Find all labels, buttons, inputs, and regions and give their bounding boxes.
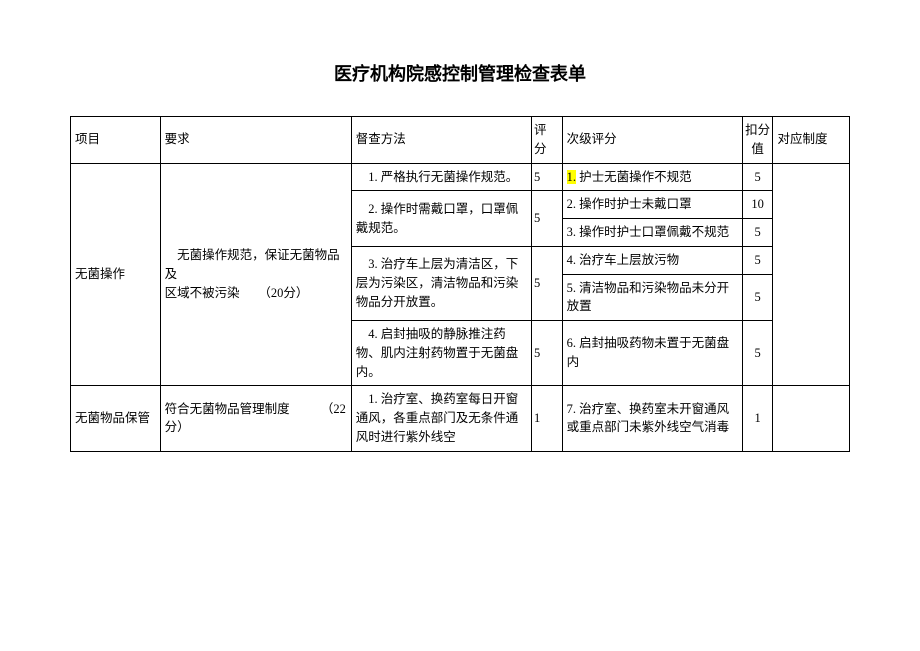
cell-method: 3. 治疗车上层为清洁区，下层为污染区，清洁物品和污染物品分开放置。	[351, 246, 531, 320]
cell-score: 1	[532, 386, 563, 451]
table-header-row: 项目 要求 督查方法 评分 次级评分 扣分值 对应制度	[71, 117, 850, 164]
table-row: 无菌操作 无菌操作规范，保证无菌物品及 区域不被污染 （20分） 1. 严格执行…	[71, 163, 850, 191]
cell-score: 5	[532, 246, 563, 320]
cell-system	[773, 163, 850, 386]
cell-subscore: 2. 操作时护士未戴口罩	[562, 191, 742, 219]
inspection-table: 项目 要求 督查方法 评分 次级评分 扣分值 对应制度 无菌操作 无菌操作规范，…	[70, 116, 850, 452]
cell-deduct: 5	[742, 274, 773, 321]
cell-method: 2. 操作时需戴口罩，口罩佩戴规范。	[351, 191, 531, 247]
header-project: 项目	[71, 117, 161, 164]
cell-requirement: 无菌操作规范，保证无菌物品及 区域不被污染 （20分）	[160, 163, 351, 386]
cell-subscore: 6. 启封抽吸药物未置于无菌盘内	[562, 321, 742, 386]
header-subscore: 次级评分	[562, 117, 742, 164]
header-score: 评分	[532, 117, 563, 164]
cell-project: 无菌物品保管	[71, 386, 161, 451]
document-page: 医疗机构院感控制管理检查表单 项目 要求 督查方法 评分 次级评分 扣分值 对应…	[0, 0, 920, 452]
cell-project: 无菌操作	[71, 163, 161, 386]
cell-method: 1. 严格执行无菌操作规范。	[351, 163, 531, 191]
cell-requirement: 符合无菌物品管理制度 （22分）	[160, 386, 351, 451]
cell-deduct: 5	[742, 246, 773, 274]
req-line2: 区域不被污染 （20分）	[165, 286, 309, 300]
cell-deduct: 5	[742, 219, 773, 247]
header-system: 对应制度	[773, 117, 850, 164]
cell-deduct: 1	[742, 386, 773, 451]
header-method: 督查方法	[351, 117, 531, 164]
document-title: 医疗机构院感控制管理检查表单	[70, 60, 850, 86]
sub-rest: 护士无菌操作不规范	[576, 170, 692, 184]
cell-system	[773, 386, 850, 451]
cell-subscore: 5. 清洁物品和污染物品未分开放置	[562, 274, 742, 321]
req-line1: 无菌操作规范，保证无菌物品及	[165, 248, 340, 281]
cell-method: 4. 启封抽吸的静脉推注药物、肌内注射药物置于无菌盘内。	[351, 321, 531, 386]
header-requirement: 要求	[160, 117, 351, 164]
header-deduct: 扣分值	[742, 117, 773, 164]
cell-subscore: 1. 护士无菌操作不规范	[562, 163, 742, 191]
cell-deduct: 5	[742, 321, 773, 386]
cell-subscore: 3. 操作时护士口罩佩戴不规范	[562, 219, 742, 247]
cell-score: 5	[532, 191, 563, 247]
highlight-text: 1.	[567, 170, 576, 184]
cell-subscore: 7. 治疗室、换药室未开窗通风或重点部门未紫外线空气消毒	[562, 386, 742, 451]
cell-method: 1. 治疗室、换药室每日开窗通风，各重点部门及无条件通风时进行紫外线空	[351, 386, 531, 451]
cell-score: 5	[532, 321, 563, 386]
cell-deduct: 5	[742, 163, 773, 191]
cell-score: 5	[532, 163, 563, 191]
cell-subscore: 4. 治疗车上层放污物	[562, 246, 742, 274]
table-row: 无菌物品保管 符合无菌物品管理制度 （22分） 1. 治疗室、换药室每日开窗通风…	[71, 386, 850, 451]
cell-deduct: 10	[742, 191, 773, 219]
